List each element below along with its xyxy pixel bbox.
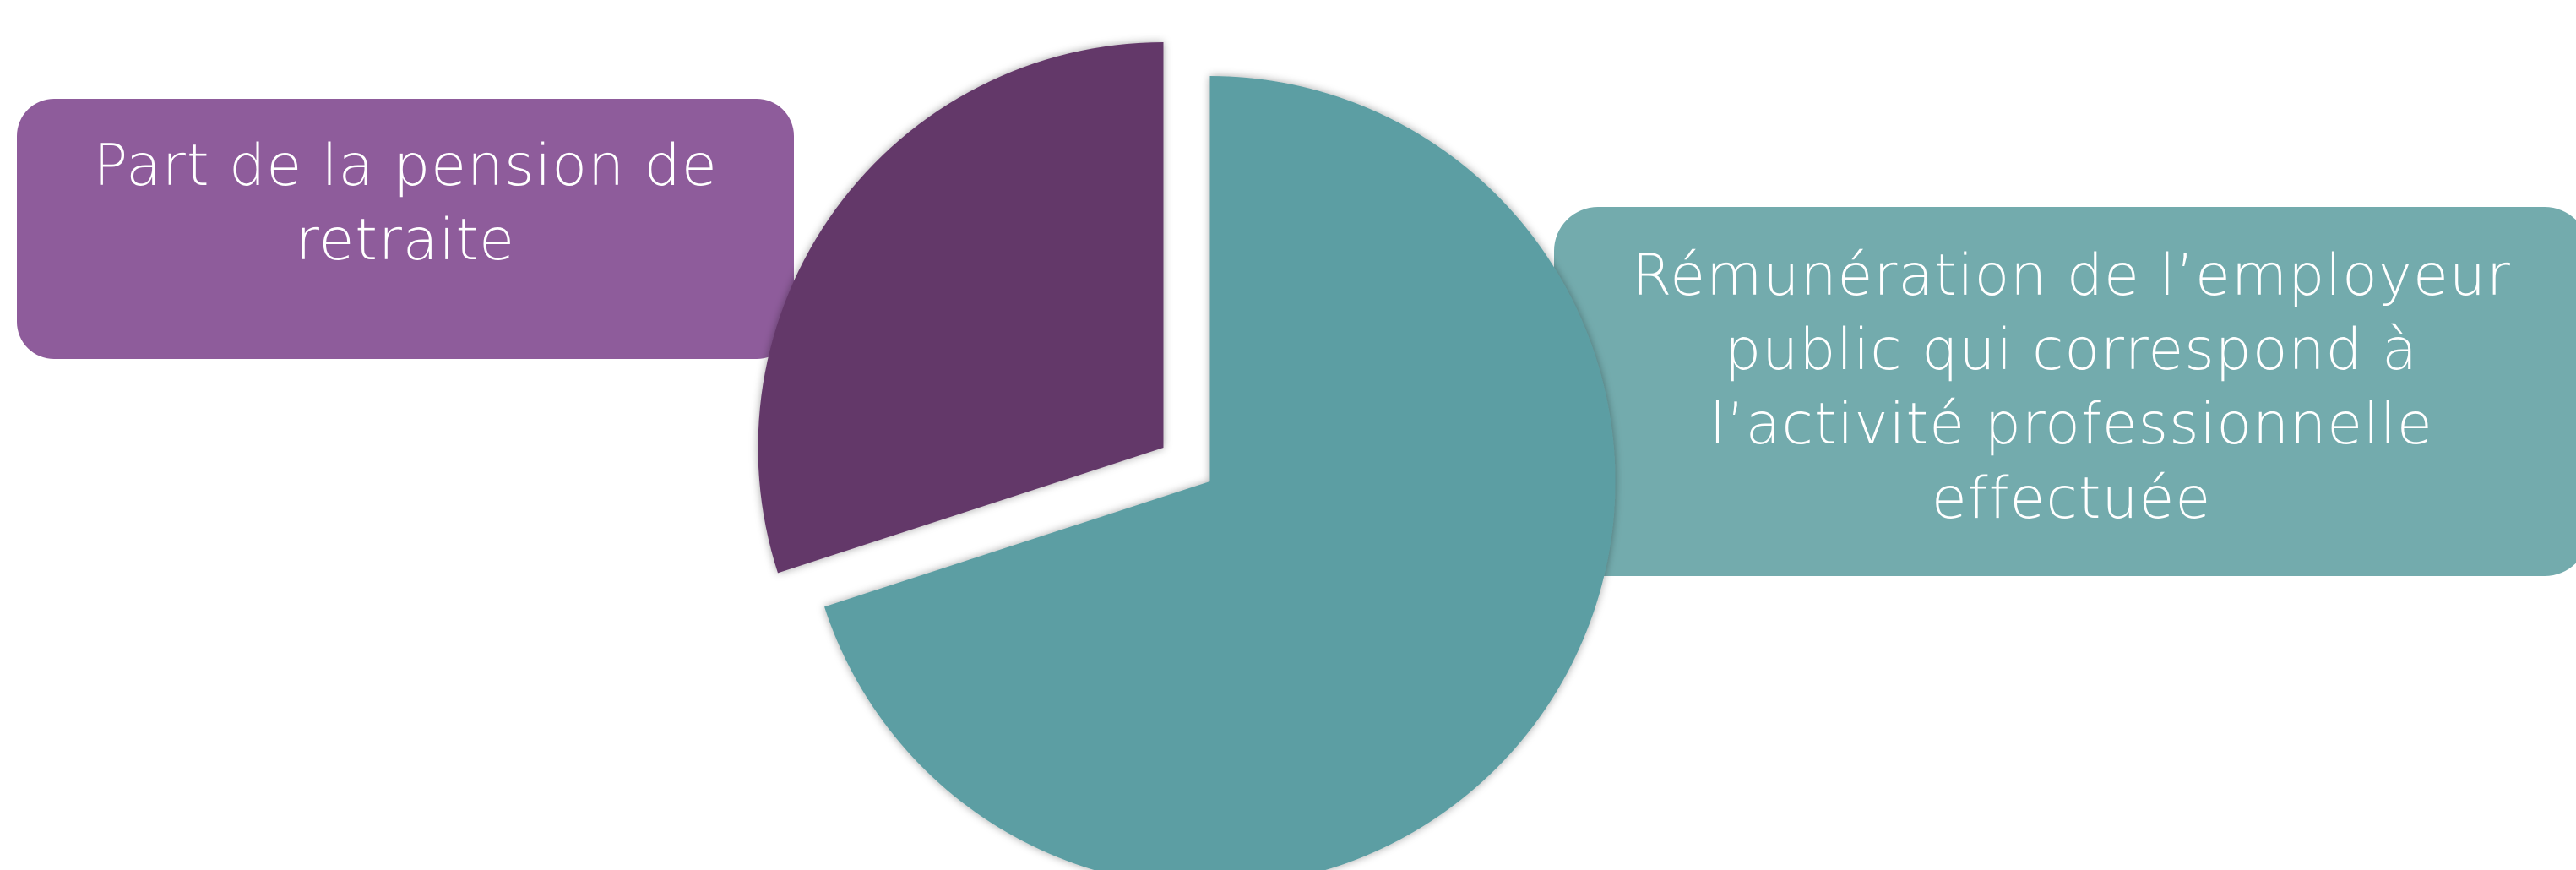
- pension-share-label-box: Part de la pension de retraite: [17, 99, 794, 359]
- pie-slice-employer-remuneration: [823, 75, 1616, 870]
- employer-remuneration-label: Rémunération de l’employeur public qui c…: [1632, 242, 2511, 532]
- employer-remuneration-label-box: Rémunération de l’employeur public qui c…: [1554, 207, 2576, 576]
- pie-slice-pension: [758, 42, 1164, 574]
- pension-share-label: Part de la pension de retraite: [93, 133, 718, 274]
